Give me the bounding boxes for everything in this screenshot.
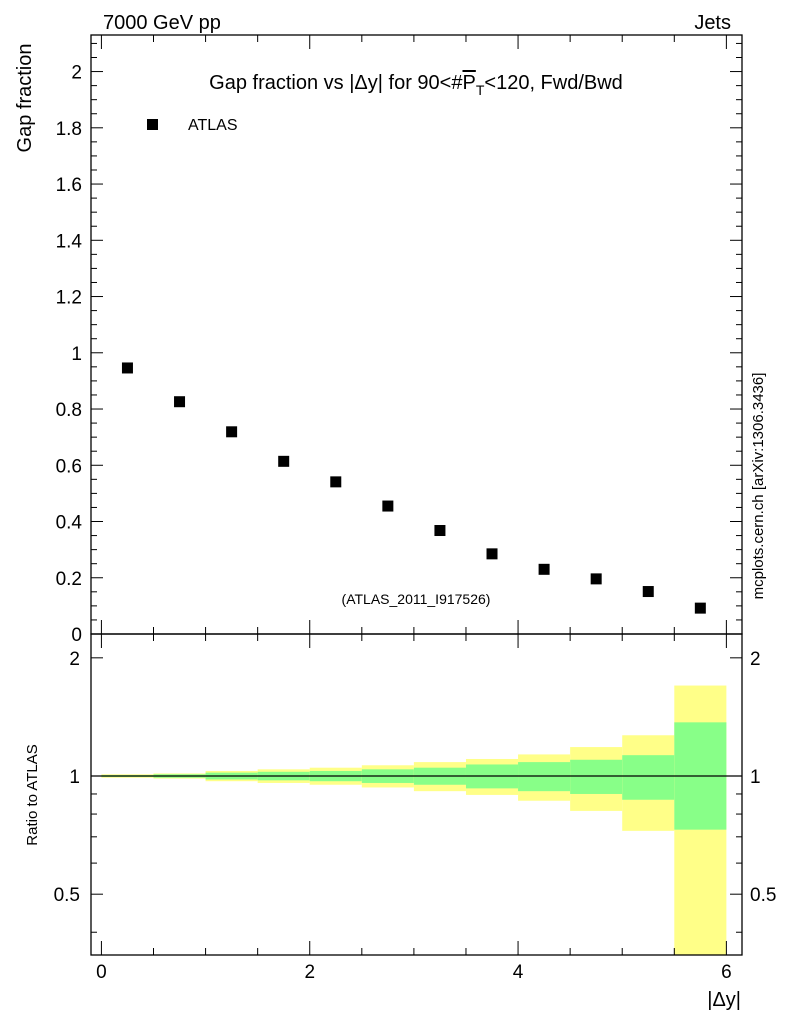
ratio-y-tick-label-left: 0.5: [54, 885, 80, 906]
data-point: [434, 525, 446, 537]
data-point: [694, 602, 706, 614]
x-tick-label: 0: [96, 962, 107, 983]
category-label: Jets: [694, 12, 731, 34]
y-tick-label: 1.2: [56, 288, 82, 309]
ratio-y-axis: 0.5 0.5 1 1 2 2: [54, 649, 776, 933]
data-point: [330, 476, 342, 488]
title-overline: P: [462, 72, 475, 94]
data-point: [174, 396, 186, 408]
data-point: [538, 563, 550, 575]
title-subscript: T: [476, 82, 485, 98]
data-point: [486, 548, 498, 560]
x-axis-label: |Δy|: [707, 989, 741, 1011]
ratio-panel: 0.5 0.5 1 1 2 2 0 2 4 6 Ratio to ATLAS |Δy|: [24, 633, 776, 1011]
ratio-y-axis-label: Ratio to ATLAS: [24, 744, 41, 845]
y-tick-label: 1: [71, 344, 82, 365]
y-tick-label: 1.8: [56, 119, 82, 140]
data-point: [642, 586, 654, 598]
ratio-y-tick-label-right: 0.5: [750, 885, 776, 906]
mcplots-label: mcplots.cern.ch [arXiv:1306.3436]: [750, 373, 767, 600]
uncertainty-bands: [101, 685, 727, 955]
ratio-y-tick-label-right: 1: [750, 767, 761, 788]
analysis-label: (ATLAS_2011_I917526): [342, 591, 491, 607]
y-tick-label: 0.6: [56, 456, 82, 477]
y-tick-label: 2: [71, 63, 82, 84]
y-tick-label: 1.6: [56, 175, 82, 196]
main-y-axis: 0 0.2 0.4 0.6 0.8 1 1.2 1.4 1.6 1.8 2: [56, 35, 742, 646]
ratio-y-tick-label-right: 2: [750, 649, 761, 670]
title-suffix: <120, Fwd/Bwd: [484, 72, 622, 94]
legend-marker: [147, 119, 158, 130]
data-point: [121, 362, 133, 374]
x-tick-label: 6: [721, 962, 732, 983]
data-markers: [121, 362, 706, 614]
inner-band-bin: [570, 759, 623, 794]
main-panel: 0 0.2 0.4 0.6 0.8 1 1.2 1.4 1.6 1.8 2 Gap fraction…: [14, 34, 743, 646]
y-tick-label: 1.4: [56, 231, 83, 252]
title-prefix: Gap fraction vs |Δy| for 90<#: [209, 72, 463, 94]
energy-label: 7000 GeV pp: [103, 12, 221, 34]
data-point: [226, 426, 238, 438]
data-point: [278, 455, 290, 467]
y-tick-label: 0.2: [56, 569, 82, 590]
x-tick-label: 2: [304, 962, 315, 983]
ratio-y-tick-label-left: 1: [69, 767, 80, 788]
y-tick-label: 0: [71, 625, 82, 646]
legend-label: ATLAS: [188, 117, 238, 134]
data-point: [382, 500, 394, 512]
chart-title: Gap fraction vs |Δy| for 90<#PT<120, Fwd…: [209, 72, 623, 98]
x-tick-label: 4: [513, 962, 524, 983]
y-tick-label: 0.4: [56, 513, 83, 534]
inner-band-bin: [622, 755, 675, 800]
data-point: [590, 573, 602, 585]
ratio-panel-frame: [90, 633, 743, 956]
ratio-y-tick-label-left: 2: [69, 649, 80, 670]
y-tick-label: 0.8: [56, 400, 82, 421]
x-axis: 0 2 4 6: [96, 634, 732, 983]
y-axis-label: Gap fraction: [14, 44, 36, 153]
